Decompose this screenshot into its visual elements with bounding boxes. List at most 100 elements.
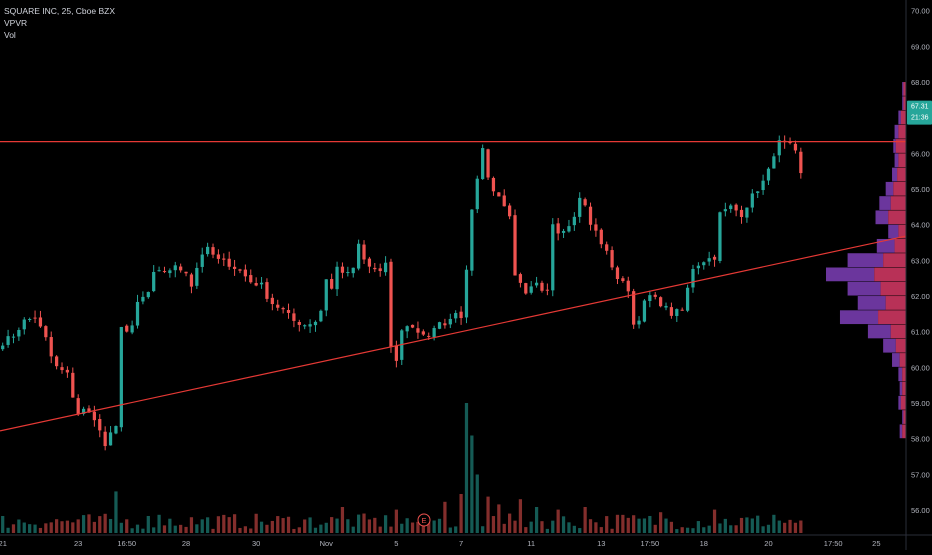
volume-bar [38,527,43,533]
volume-bar [87,514,91,533]
trendlines[interactable] [0,140,907,432]
candle-body [486,149,490,178]
candle-body [130,325,134,333]
candle-body [615,267,620,280]
trendline[interactable] [0,235,907,432]
vp-up-segment [879,196,891,210]
candle [669,302,674,319]
candle [750,189,754,213]
candle [734,203,738,217]
volume-bar [707,525,711,533]
volume-bar [216,516,221,533]
volume-profile-row [899,424,906,439]
volume-bar [777,520,781,533]
volume-profile-row [892,353,906,367]
time-axis-tick: 23 [74,539,82,548]
candle [642,299,647,323]
vp-down-segment [883,253,906,267]
volume-profile-row [894,153,906,168]
candle-body [373,267,377,270]
candle-body [432,328,436,337]
volume-profile-row [876,238,906,253]
vp-down-segment [878,310,906,325]
symbol-title[interactable]: SQUARE INC, 25, Cboe BZX [4,6,116,16]
candle-body [718,212,722,261]
volume-bar [324,522,328,533]
volume-bar [761,526,765,533]
candle-body [108,432,113,446]
candle [346,266,350,277]
candle [373,262,377,273]
candle-body [60,367,64,371]
candle [378,263,382,277]
candle-body [222,258,226,260]
time-axis-tick: 17:50 [824,539,843,548]
volume-bar [642,518,647,533]
volume-bar [675,529,679,533]
candle-body [556,223,560,234]
volume-bar [206,517,210,533]
candle [702,261,706,270]
candle [200,247,204,273]
candle-body [179,266,183,271]
candle [357,239,361,271]
candle [249,269,253,284]
volume-bar [313,527,318,533]
volume-bar [793,522,798,533]
candle [141,291,145,305]
vp-down-segment [898,224,906,239]
bar-countdown: 21:36 [911,115,929,122]
earnings-event-badge[interactable]: E [417,513,431,527]
candle [632,288,636,329]
candle-body [799,151,803,174]
volume-bar [416,521,420,533]
volume-bar [76,519,80,533]
volume-bar [632,515,636,533]
candle-body [712,256,717,260]
volume-bar [669,521,674,533]
candle-body [664,305,668,308]
volume-profile-row [898,367,906,382]
candle [114,425,118,435]
last-price-tag: 67.31 21:36 [907,100,932,125]
time-axis-tick: 20 [764,539,772,548]
volume-bar [427,522,431,533]
candle [103,426,107,451]
volume-profile-row [902,410,906,424]
candle-body [146,291,150,298]
vp-down-segment [895,139,906,153]
candle-body [362,244,366,260]
indicator-volume-label[interactable]: Vol [4,30,16,40]
candle [696,262,700,275]
volume-bar [227,517,231,533]
vp-up-segment [898,367,903,382]
candle-body [481,148,485,180]
candle-body [756,191,760,193]
volume-bar [691,528,695,533]
volume-bar [378,526,382,533]
indicator-vpvr-label[interactable]: VPVR [4,18,28,28]
vp-up-segment [893,139,896,153]
volume-bar [766,524,771,533]
vp-up-segment [894,124,899,139]
candle-body [195,267,199,286]
candle [227,251,231,270]
vp-down-segment [903,410,906,424]
price-axis[interactable]: 70.0069.0068.0067.0066.0065.0064.0063.00… [911,7,930,515]
candle-body [459,311,463,319]
candle-body [454,313,458,319]
candle [6,329,10,348]
candle [664,302,668,311]
candle-body [313,321,318,326]
candle-body [103,431,107,447]
price-axis-tick: 63.00 [911,256,930,265]
candle [508,203,512,220]
time-axis[interactable]: 21 23 16:50 28 30 Nov 5 7 11 13 17:50 18 20 17:50 25 [0,539,881,548]
volume-bar [615,514,620,533]
candle [534,276,539,288]
candle-body [707,258,711,262]
candle [38,310,43,328]
price-axis-tick: 59.00 [911,399,930,408]
